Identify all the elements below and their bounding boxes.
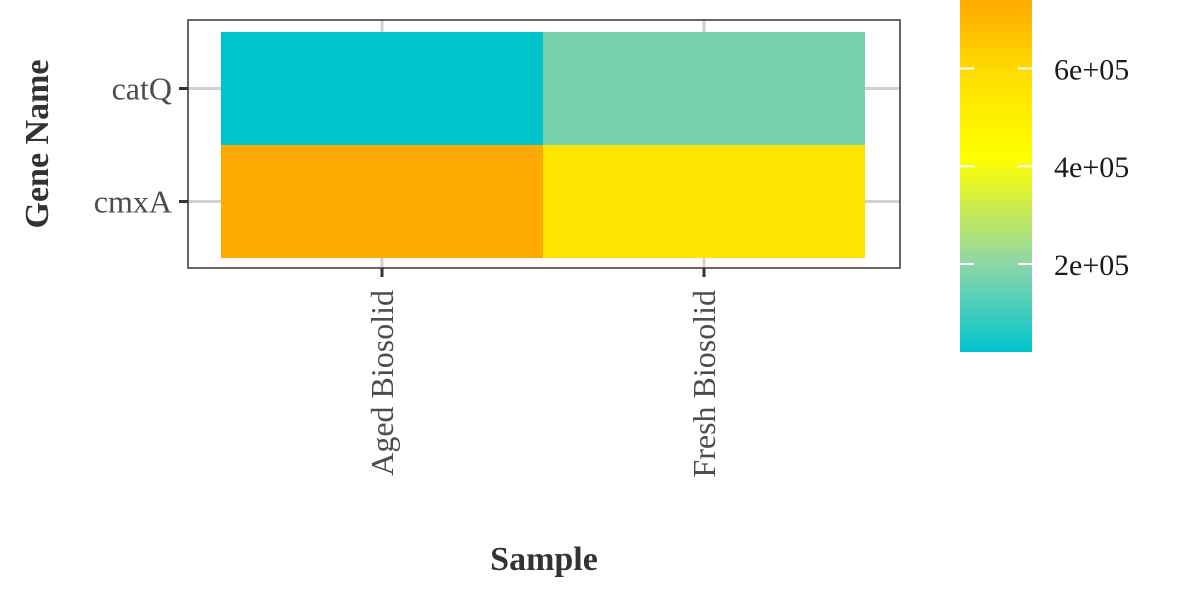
y-tick-label: catQ (112, 71, 172, 107)
x-tick-label: Aged Biosolid (364, 290, 400, 476)
legend-tick-label: 4e+05 (1054, 151, 1129, 184)
legend-tick-label: 2e+05 (1054, 249, 1129, 282)
x-tick-label: Fresh Biosolid (686, 290, 722, 478)
legend-tick-label: 6e+05 (1054, 53, 1129, 86)
y-axis-title: Gene Name (19, 59, 56, 228)
y-tick-label: cmxA (94, 184, 172, 220)
heatmap-cells (221, 32, 865, 258)
axes: Aged Biosolid Fresh Biosolid catQ cmxA (94, 71, 722, 478)
legend-colorbar (960, 0, 1032, 352)
heatmap-cell (543, 32, 865, 145)
x-axis-title: Sample (490, 541, 598, 578)
heatmap-cell (543, 145, 865, 258)
heatmap-cell (221, 145, 543, 258)
heatmap-cell (221, 32, 543, 145)
plot-border (187, 19, 901, 269)
color-legend: 2e+05 4e+05 6e+05 (960, 0, 1129, 352)
